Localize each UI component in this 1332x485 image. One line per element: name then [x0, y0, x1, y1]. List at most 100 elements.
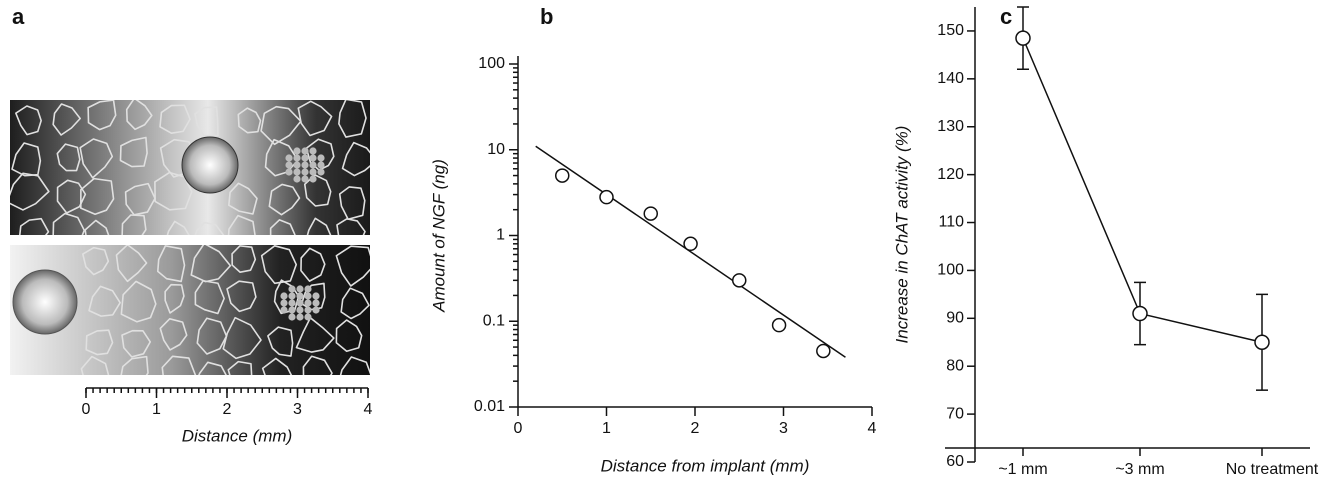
cell-cluster — [309, 147, 317, 155]
cell — [338, 186, 366, 221]
y-tick-label: 0.01 — [474, 398, 505, 415]
y-tick-label: 90 — [946, 310, 964, 327]
cell — [164, 283, 185, 314]
cell — [227, 360, 253, 375]
y-tick-label: 60 — [946, 453, 964, 470]
x-tick-label: 4 — [868, 420, 877, 437]
cell-cluster — [304, 306, 312, 314]
cell — [121, 214, 147, 235]
cell — [260, 105, 302, 146]
cell — [297, 100, 333, 137]
cell — [295, 317, 335, 353]
cell-cluster — [296, 313, 304, 321]
cell — [80, 355, 110, 375]
cell — [269, 219, 296, 235]
cell — [161, 355, 197, 375]
cell-cluster — [312, 306, 320, 314]
cell — [159, 317, 188, 351]
cell — [340, 287, 370, 320]
cell — [231, 245, 257, 274]
cell-cluster — [280, 306, 288, 314]
cell-cluster — [293, 168, 301, 176]
x-tick-label: 3 — [293, 401, 302, 418]
cell — [227, 214, 256, 235]
cell-cluster — [285, 154, 293, 162]
cell — [338, 100, 367, 138]
cell-cluster — [288, 292, 296, 300]
cell-cluster — [317, 161, 325, 169]
cell-cluster — [301, 154, 309, 162]
x-tick-label: 0 — [82, 401, 91, 418]
cell-cluster — [301, 175, 309, 183]
cell-cluster — [288, 306, 296, 314]
cell — [194, 279, 225, 315]
cell — [198, 361, 227, 375]
y-tick-label: 150 — [937, 22, 964, 39]
x-tick-label: ~1 mm — [998, 461, 1047, 478]
cell — [87, 100, 117, 131]
cell — [267, 326, 294, 357]
y-tick-label: 10 — [487, 141, 505, 158]
cell-cluster — [309, 175, 317, 183]
x-tick-label: 3 — [779, 420, 788, 437]
cell — [237, 107, 262, 134]
cell-cluster — [285, 161, 293, 169]
cell-cluster — [285, 168, 293, 176]
cell-cluster — [304, 299, 312, 307]
x-tick-label: 1 — [152, 401, 161, 418]
cell-cluster — [312, 299, 320, 307]
cell — [56, 143, 81, 172]
cell — [341, 141, 370, 177]
cell — [264, 138, 299, 177]
implant — [181, 136, 239, 194]
y-tick-label: 1 — [496, 227, 505, 244]
cell — [121, 329, 152, 358]
y-tick-label: 140 — [937, 70, 964, 87]
y-tick-label: 80 — [946, 357, 964, 374]
cell-cluster — [288, 299, 296, 307]
point — [555, 168, 570, 183]
cell — [260, 245, 298, 285]
cell-cluster — [309, 168, 317, 176]
cell-cluster — [288, 313, 296, 321]
cell — [52, 212, 86, 235]
cell-cluster — [301, 168, 309, 176]
cell — [339, 356, 370, 375]
trend-line — [535, 145, 846, 358]
cell — [166, 220, 190, 235]
cell — [125, 100, 153, 131]
cell — [336, 218, 366, 235]
cell — [124, 182, 156, 216]
cell-cluster — [304, 285, 312, 293]
x-tick-label: 0 — [514, 420, 523, 437]
cell — [335, 245, 370, 287]
cell — [305, 138, 335, 171]
cell-cluster — [293, 175, 301, 183]
cell — [302, 355, 333, 375]
cell-cluster — [288, 285, 296, 293]
cell-cluster — [304, 313, 312, 321]
cell — [154, 171, 193, 211]
cell-cluster — [312, 292, 320, 300]
panel-label: c — [1000, 4, 1012, 29]
cell — [18, 217, 50, 235]
cell — [159, 104, 191, 134]
cell-cluster — [280, 299, 288, 307]
cell-cluster — [280, 292, 288, 300]
cell — [10, 172, 50, 211]
panel-label: b — [540, 4, 553, 29]
cell — [194, 106, 219, 137]
cell-cluster — [317, 168, 325, 176]
point — [1132, 305, 1148, 322]
cell — [335, 319, 363, 353]
cell-cluster — [301, 161, 309, 169]
cell-cluster — [296, 299, 304, 307]
cell-cluster — [309, 154, 317, 162]
cell-cluster — [293, 154, 301, 162]
point — [816, 343, 831, 359]
cell — [156, 245, 186, 283]
point — [771, 317, 787, 333]
cell — [226, 280, 257, 313]
point — [643, 206, 658, 221]
y-tick-label: 100 — [937, 262, 964, 279]
